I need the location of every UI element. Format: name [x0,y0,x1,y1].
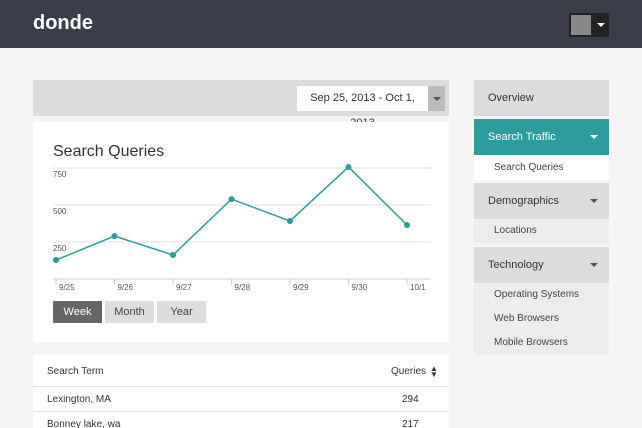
cell: Lexington, MA [47,394,111,405]
cell: 294 [402,394,419,405]
x-tick-label: 9/26 [118,283,134,292]
cell: 217 [402,419,419,428]
user-menu[interactable] [569,13,609,37]
chart-card: Search Queries 250 500 750 9/25 9/26 9/27 9/28… [33,122,449,342]
nav-item[interactable]: Locations [474,219,609,243]
row-divider [33,411,449,412]
point [53,257,59,264]
nav-section[interactable]: Demographics [474,183,609,219]
date-dropdown[interactable] [428,86,445,111]
column-header[interactable]: Search Term [47,366,104,377]
point [170,252,176,259]
nav-section[interactable]: Search Traffic [474,119,609,155]
nav-item[interactable]: Web Browsers [494,313,559,324]
point [111,233,118,240]
chart: 250 500 750 9/25 9/26 9/27 9/28 9/29 9/30 10/1 [53,163,431,292]
range-button[interactable]: Year [157,301,206,323]
y-tick-label: 750 [53,170,67,179]
chart-title: Search Queries [53,143,165,160]
nav-section[interactable]: Overview [474,80,609,116]
nav-item[interactable]: Mobile Browsers [494,337,568,348]
point [228,196,235,203]
table [33,355,449,428]
y-tick-label: 250 [53,244,67,253]
x-tick-label: 9/28 [235,283,251,292]
x-tick-label: 9/27 [176,283,192,292]
column-header[interactable]: Queries [391,366,427,377]
x-tick-label: 9/30 [352,283,368,292]
y-tick-label: 500 [53,207,67,216]
logo[interactable]: donde [33,12,93,34]
x-tick-label: 9/29 [293,283,309,292]
nav-item[interactable]: Operating Systems [494,289,580,300]
date-range-picker[interactable]: Sep 25, 2013 - Oct 1, 2013 [297,86,428,129]
header [0,0,642,48]
cell: Bonney lake, wa [47,419,121,428]
sort-icon[interactable]: ▲ ▼ [430,364,438,379]
row-divider [33,386,449,387]
range-button[interactable]: Week [53,301,102,323]
x-tick-label: 10/1 [410,283,426,292]
nav-item[interactable]: Search Queries [474,155,609,180]
line [55,165,408,261]
nav-list [474,283,609,355]
nav-section[interactable]: Technology [474,247,609,283]
point [404,221,410,228]
range-button[interactable]: Month [105,301,154,323]
x-tick-label: 9/25 [59,283,75,292]
point [345,163,352,170]
point [287,217,293,224]
